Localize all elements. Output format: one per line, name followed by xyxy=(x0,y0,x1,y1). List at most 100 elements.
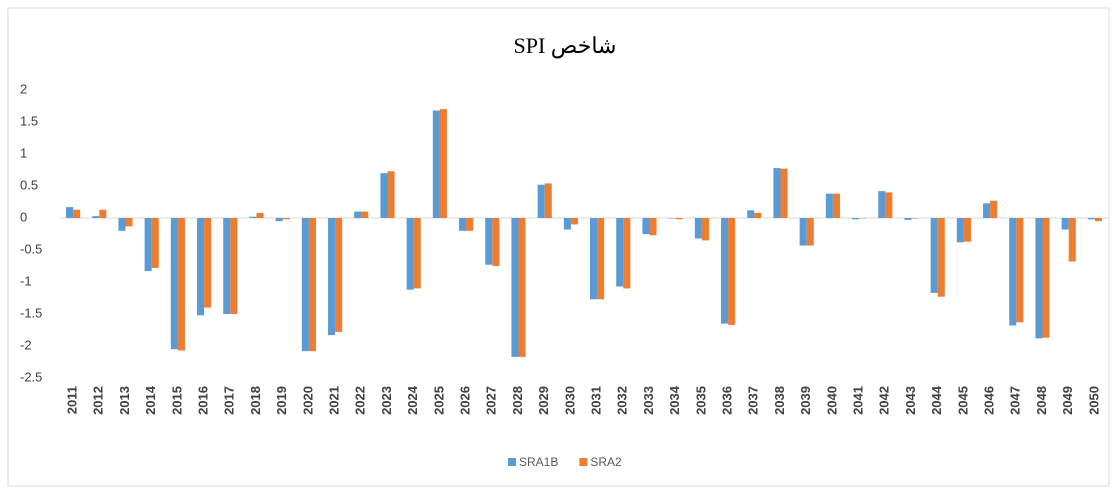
bar xyxy=(545,183,552,218)
bar xyxy=(1069,218,1076,262)
x-tick-label: 2034 xyxy=(667,385,682,415)
bar xyxy=(754,213,761,218)
y-tick-label: 1.5 xyxy=(20,113,38,128)
bar xyxy=(511,218,518,357)
x-tick-label: 2033 xyxy=(641,386,656,415)
bar xyxy=(276,218,283,221)
bar xyxy=(676,218,683,219)
x-tick-label: 2050 xyxy=(1086,386,1101,415)
bar xyxy=(564,218,571,230)
bar xyxy=(302,218,309,351)
x-tick-label: 2029 xyxy=(536,386,551,415)
y-tick-label: -0.5 xyxy=(20,241,42,256)
x-tick-label: 2019 xyxy=(274,386,289,415)
x-tick-label: 2026 xyxy=(458,386,473,415)
bar xyxy=(800,218,807,246)
bar xyxy=(492,218,499,266)
bar xyxy=(485,218,492,265)
bar xyxy=(695,218,702,238)
bar xyxy=(328,218,335,335)
bar xyxy=(833,194,840,218)
bar xyxy=(931,218,938,293)
x-tick-label: 2032 xyxy=(615,386,630,415)
bar xyxy=(354,212,361,218)
y-tick-label: 0 xyxy=(20,209,27,224)
bar xyxy=(571,218,578,224)
bar xyxy=(466,218,473,231)
x-tick-label: 2024 xyxy=(405,385,420,415)
bar xyxy=(1062,218,1069,230)
bar xyxy=(118,218,125,231)
x-tick-label: 2017 xyxy=(222,386,237,415)
bar xyxy=(73,210,80,218)
bar xyxy=(407,218,414,290)
bar xyxy=(826,194,833,218)
bar xyxy=(878,191,885,218)
x-tick-label: 2027 xyxy=(484,386,499,415)
chart: شاخص SPI 21.510.50-0.5-1-1.5-2-2.5201120… xyxy=(0,0,1117,491)
x-tick-label: 2025 xyxy=(431,386,446,415)
bar xyxy=(623,218,630,288)
bar xyxy=(126,218,133,226)
bar xyxy=(283,218,290,219)
bar xyxy=(773,168,780,218)
bar xyxy=(781,169,788,218)
bar xyxy=(309,218,316,351)
x-tick-label: 2020 xyxy=(300,386,315,415)
bar xyxy=(538,185,545,218)
bar xyxy=(904,218,911,220)
y-tick-label: 1 xyxy=(20,145,27,160)
bar xyxy=(807,218,814,246)
bar xyxy=(92,216,99,218)
bar xyxy=(728,218,735,325)
x-tick-label: 2036 xyxy=(720,386,735,415)
bar xyxy=(669,218,676,219)
x-tick-label: 2031 xyxy=(589,386,604,415)
x-tick-label: 2016 xyxy=(196,386,211,415)
bar xyxy=(852,218,859,219)
bar xyxy=(1009,218,1016,326)
bar xyxy=(459,218,466,231)
x-tick-label: 2048 xyxy=(1034,386,1049,415)
x-tick-label: 2013 xyxy=(117,386,132,415)
legend-label: SRA1B xyxy=(519,455,558,469)
x-tick-label: 2014 xyxy=(143,385,158,415)
bar xyxy=(152,218,159,268)
chart-title: شاخص SPI xyxy=(514,33,617,59)
x-tick-label: 2038 xyxy=(772,386,787,415)
x-tick-label: 2040 xyxy=(824,386,839,415)
bar xyxy=(178,218,185,350)
x-tick-label: 2044 xyxy=(929,385,944,415)
legend-label: SRA2 xyxy=(590,455,622,469)
bar xyxy=(230,218,237,314)
bar xyxy=(1095,218,1102,221)
x-tick-label: 2046 xyxy=(982,386,997,415)
x-tick-label: 2021 xyxy=(327,386,342,415)
x-tick-label: 2028 xyxy=(510,386,525,415)
x-tick-label: 2035 xyxy=(693,386,708,415)
bar xyxy=(257,213,264,218)
bar xyxy=(361,212,368,218)
bar xyxy=(197,218,204,315)
x-tick-label: 2047 xyxy=(1008,386,1023,415)
y-tick-label: -1.5 xyxy=(20,305,42,320)
y-tick-label: 2 xyxy=(20,81,27,96)
x-tick-label: 2015 xyxy=(169,386,184,415)
bar xyxy=(66,207,73,218)
bar xyxy=(721,218,728,324)
x-tick-label: 2022 xyxy=(353,386,368,415)
bar xyxy=(335,218,342,332)
bar xyxy=(642,218,649,234)
bar xyxy=(1043,218,1050,338)
x-tick-label: 2041 xyxy=(851,386,866,415)
bar xyxy=(380,173,387,218)
bar xyxy=(414,218,421,288)
bar xyxy=(885,192,892,218)
bar xyxy=(747,210,754,218)
x-tick-label: 2042 xyxy=(877,386,892,415)
bar xyxy=(388,171,395,218)
bar xyxy=(204,218,211,308)
bar xyxy=(223,218,230,314)
bar xyxy=(145,218,152,271)
bar xyxy=(957,218,964,242)
